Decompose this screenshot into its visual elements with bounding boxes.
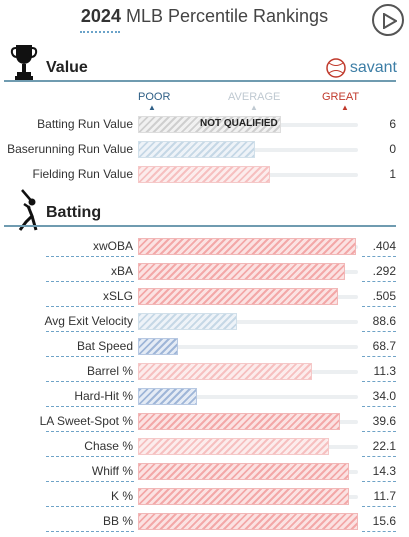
value-section-header: Value bbox=[0, 42, 409, 82]
scale-poor-arrow: ▲ bbox=[148, 103, 156, 112]
metric-label: xBA bbox=[110, 264, 133, 278]
row-divider bbox=[362, 331, 396, 332]
percentile-bar[interactable] bbox=[138, 388, 197, 405]
percentile-track bbox=[138, 395, 358, 399]
savant-text: savant bbox=[349, 59, 397, 76]
trophy-icon bbox=[10, 45, 38, 80]
not-qualified-label: NOT QUALIFIED bbox=[200, 118, 278, 129]
scale-great-arrow: ▲ bbox=[341, 103, 349, 112]
metric-label: Baserunning Run Value bbox=[7, 142, 133, 156]
metric-value: 11.7 bbox=[373, 489, 396, 503]
scale-great-label: GREAT bbox=[322, 91, 360, 103]
scale-poor-label: POOR bbox=[138, 91, 171, 103]
percentile-track bbox=[138, 345, 358, 349]
row-divider bbox=[46, 306, 134, 307]
percentile-bar[interactable] bbox=[138, 263, 345, 280]
row-divider bbox=[46, 506, 134, 507]
metric-value: 39.6 bbox=[372, 414, 396, 428]
row-divider bbox=[362, 456, 396, 457]
row-divider bbox=[46, 531, 134, 532]
percentile-bar[interactable] bbox=[138, 413, 340, 430]
metric-value: 6 bbox=[389, 117, 396, 131]
page-title: 2024 MLB Percentile Rankings bbox=[0, 6, 409, 27]
title-underline bbox=[80, 31, 120, 33]
scale-average-label: AVERAGE bbox=[228, 91, 281, 103]
batting-section-title: Batting bbox=[46, 204, 102, 221]
row-divider bbox=[46, 481, 134, 482]
row-divider bbox=[46, 281, 134, 282]
row-divider bbox=[46, 406, 134, 407]
row-divider bbox=[46, 431, 134, 432]
title-text: MLB Percentile Rankings bbox=[125, 6, 329, 26]
row-divider bbox=[46, 331, 134, 332]
row-divider bbox=[362, 431, 396, 432]
percentile-bar[interactable] bbox=[138, 141, 255, 158]
percentile-bar[interactable] bbox=[138, 166, 270, 183]
metric-value: 34.0 bbox=[372, 389, 396, 403]
row-divider bbox=[46, 356, 134, 357]
batting-section-header: Batting bbox=[0, 188, 409, 231]
percentile-track bbox=[138, 320, 358, 324]
percentile-bar[interactable] bbox=[138, 363, 312, 380]
play-icon bbox=[383, 13, 397, 29]
metric-label: BB % bbox=[102, 514, 133, 528]
row-divider bbox=[362, 306, 396, 307]
percentile-bar[interactable] bbox=[138, 488, 349, 505]
metric-label: Chase % bbox=[84, 439, 133, 453]
metric-value: 14.3 bbox=[372, 464, 396, 478]
value-section-title: Value bbox=[46, 59, 88, 76]
percentile-bar[interactable] bbox=[138, 313, 237, 330]
metric-value: 11.3 bbox=[373, 364, 396, 378]
metric-label: Fielding Run Value bbox=[32, 167, 133, 181]
metric-value: 0 bbox=[389, 142, 396, 156]
metric-value: 15.6 bbox=[372, 514, 396, 528]
value-section-divider bbox=[4, 80, 396, 82]
metric-value: .404 bbox=[372, 239, 396, 253]
metric-value: .292 bbox=[372, 264, 396, 278]
row-divider bbox=[362, 256, 396, 257]
metric-value: .505 bbox=[372, 289, 396, 303]
percentile-bar[interactable] bbox=[138, 463, 349, 480]
savant-logo: savant bbox=[326, 58, 397, 78]
metric-label: LA Sweet-Spot % bbox=[39, 414, 133, 428]
row-divider bbox=[362, 481, 396, 482]
metric-value: 1 bbox=[389, 167, 396, 181]
scale-average-arrow: ▲ bbox=[250, 103, 258, 112]
row-divider bbox=[362, 381, 396, 382]
percentile-bar[interactable] bbox=[138, 438, 329, 455]
row-divider bbox=[362, 356, 396, 357]
row-divider bbox=[362, 281, 396, 282]
metric-label: Avg Exit Velocity bbox=[44, 314, 134, 328]
metric-value: 88.6 bbox=[372, 314, 396, 328]
metric-label: Whiff % bbox=[91, 464, 133, 478]
metric-value: 22.1 bbox=[372, 439, 396, 453]
percentile-bar[interactable] bbox=[138, 116, 281, 133]
metric-label: K % bbox=[110, 489, 133, 503]
metric-value: 68.7 bbox=[372, 339, 396, 353]
metric-label: xSLG bbox=[102, 289, 133, 303]
percentile-bar[interactable] bbox=[138, 338, 178, 355]
metric-label: Barrel % bbox=[86, 364, 133, 378]
row-divider bbox=[362, 406, 396, 407]
row-divider bbox=[46, 381, 134, 382]
row-divider bbox=[362, 506, 396, 507]
batting-section-divider bbox=[4, 225, 396, 227]
percentile-bar[interactable] bbox=[138, 288, 338, 305]
row-divider bbox=[46, 456, 134, 457]
percentile-bar[interactable] bbox=[138, 238, 356, 255]
metric-label: Bat Speed bbox=[76, 339, 133, 353]
row-divider bbox=[362, 531, 396, 532]
title-year: 2024 bbox=[80, 6, 121, 26]
play-button[interactable] bbox=[372, 4, 404, 36]
metric-label: Batting Run Value bbox=[37, 117, 133, 131]
percentile-bar[interactable] bbox=[138, 513, 358, 530]
metric-label: Hard-Hit % bbox=[74, 389, 133, 403]
metric-label: xwOBA bbox=[92, 239, 133, 253]
baseball-icon bbox=[326, 58, 346, 78]
row-divider bbox=[46, 256, 134, 257]
